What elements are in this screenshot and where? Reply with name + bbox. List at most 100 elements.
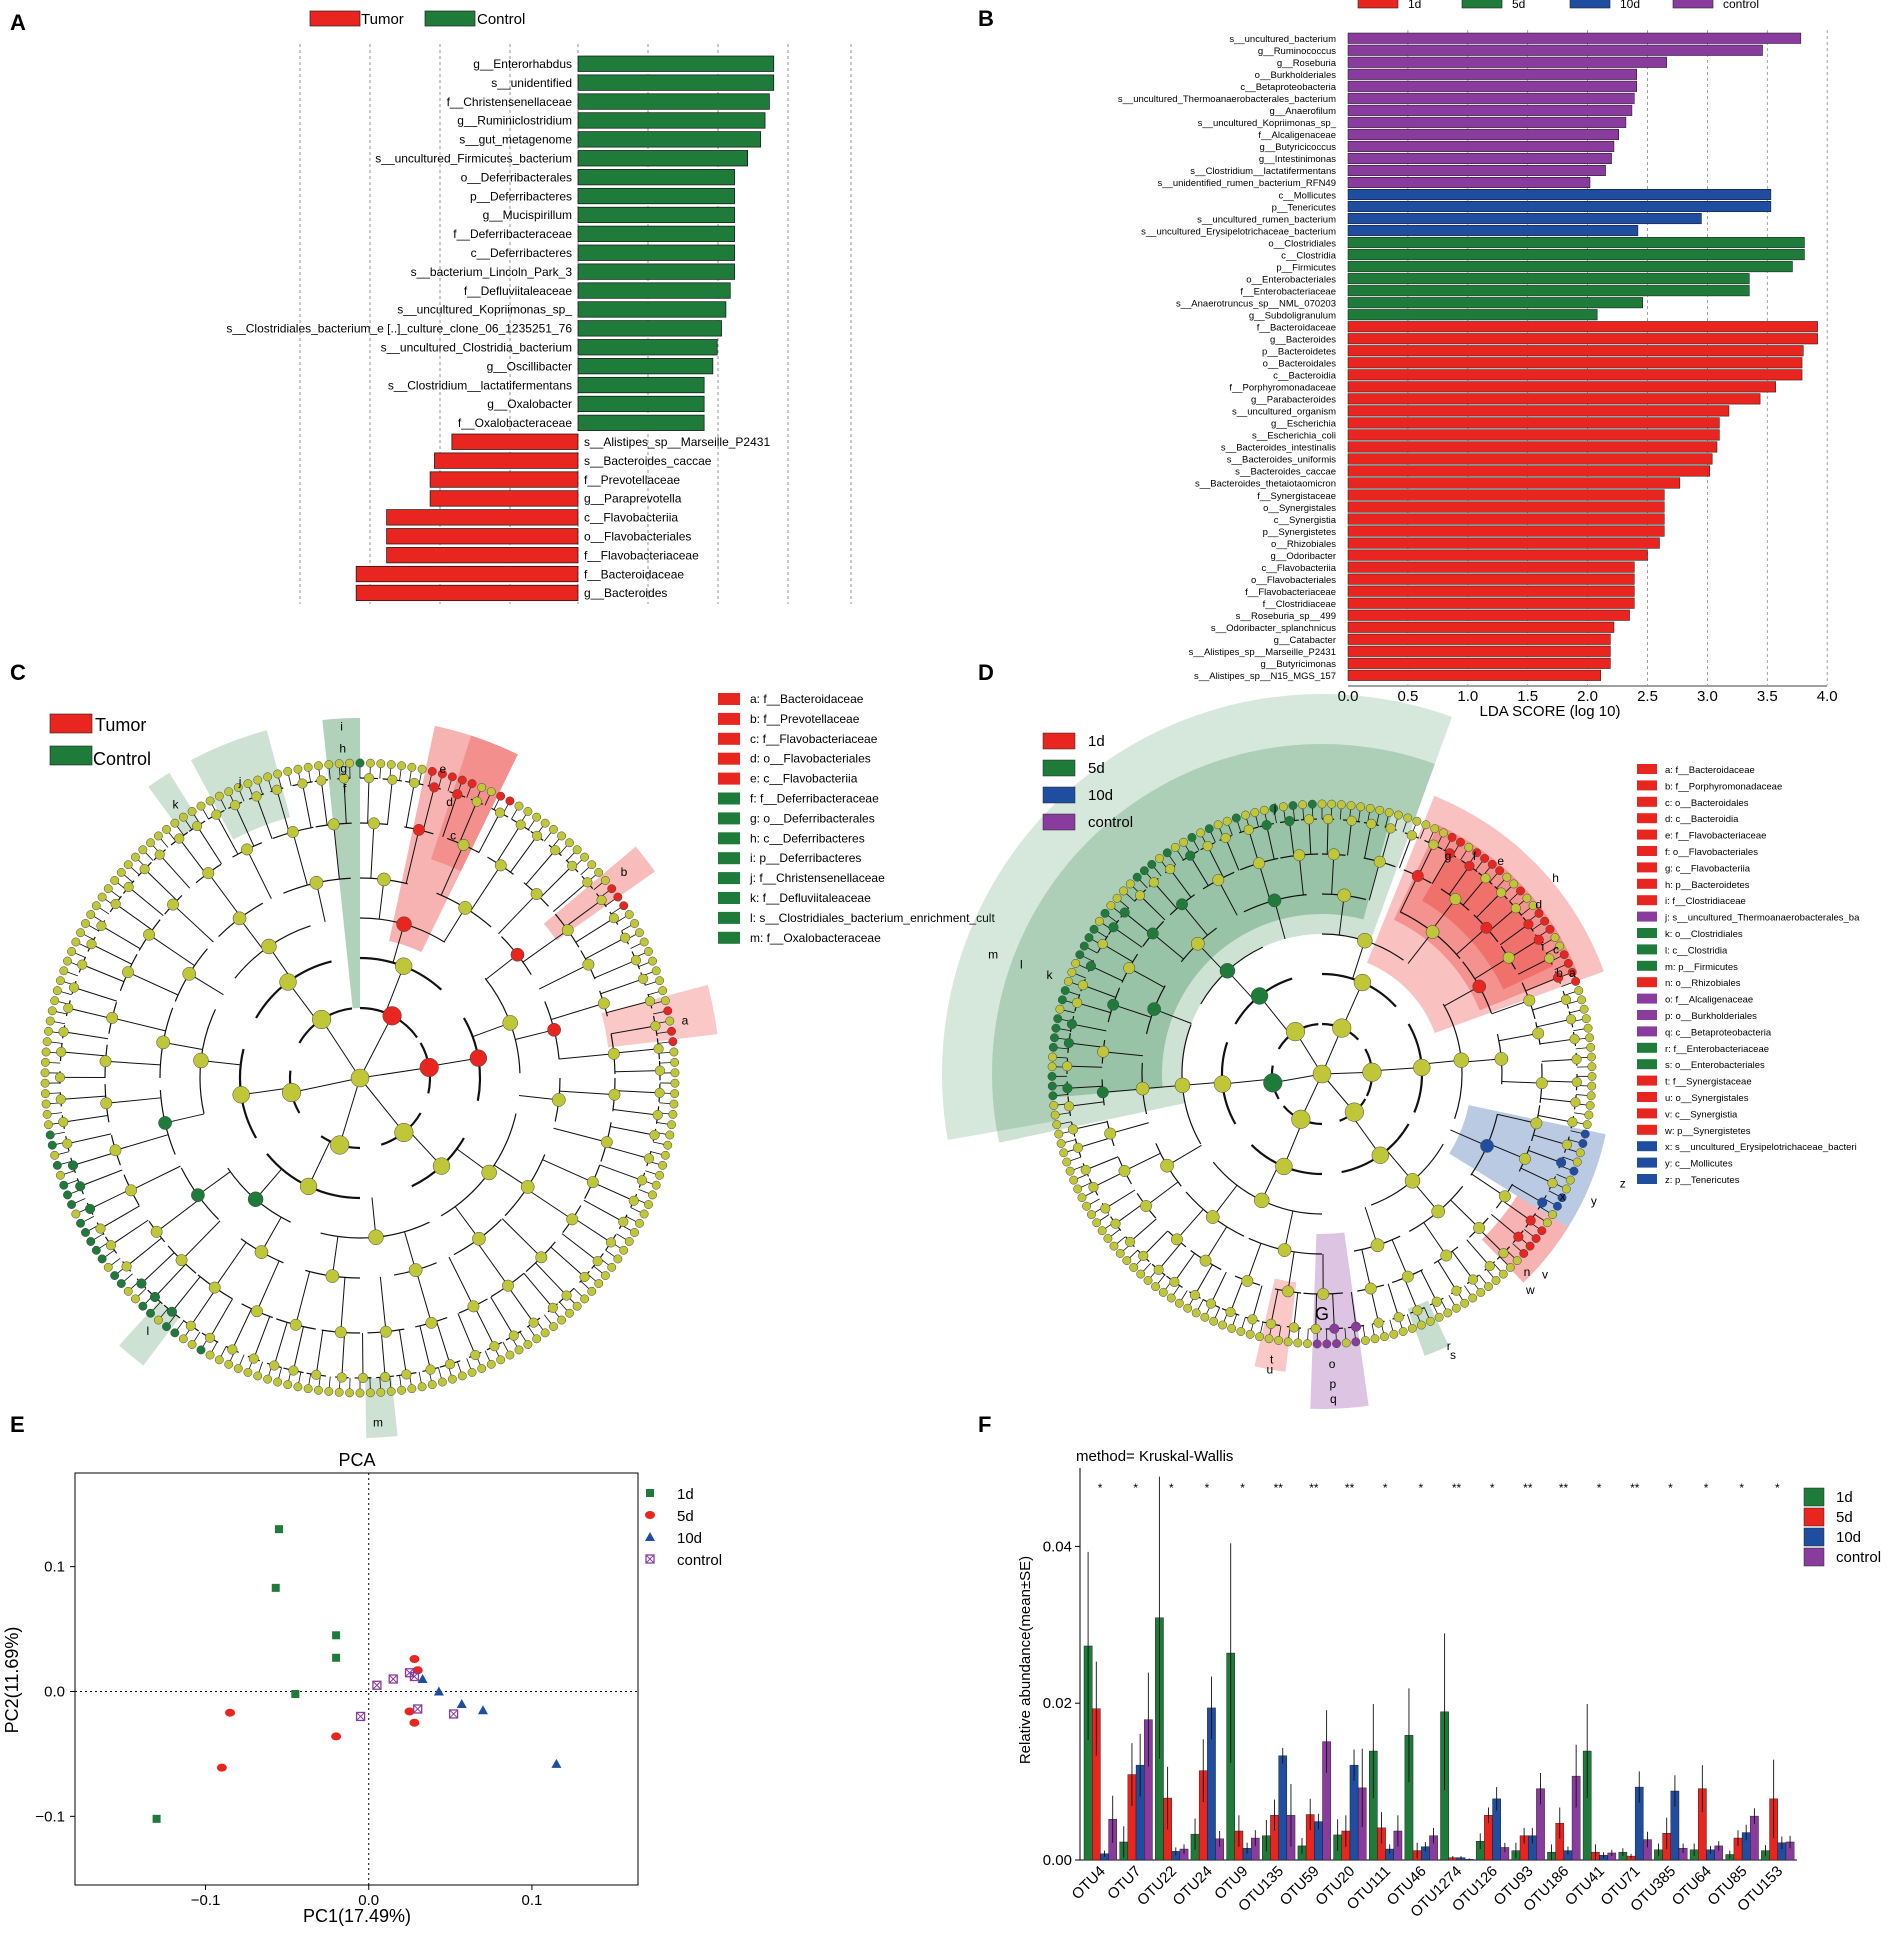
sector-letter: m	[988, 947, 998, 961]
clade-leaf-node	[1067, 967, 1077, 977]
point-control	[355, 1711, 366, 1722]
significance-mark: *	[1775, 1481, 1780, 1495]
point-control-cross	[410, 1672, 419, 1681]
clade-leaf-node	[635, 1218, 644, 1228]
clade-leaf-node	[196, 1345, 206, 1355]
clade-leaf-node	[496, 1355, 506, 1365]
clade-leaf-node	[644, 947, 653, 956]
clade-node	[1285, 1022, 1305, 1042]
clade-leaf-node	[594, 867, 604, 877]
clade-leaf-node	[1227, 1323, 1237, 1333]
clade-leaf-node	[417, 1382, 427, 1392]
chart-title: PCA	[338, 1450, 375, 1470]
clade-node	[547, 1022, 561, 1037]
clade-node	[600, 1136, 613, 1149]
clade-leaf-node	[55, 1170, 65, 1180]
clade-leaf-node	[407, 762, 417, 772]
bar-label: s__uncultured_organism	[1232, 407, 1336, 418]
x-tick-label: 1.0	[1457, 688, 1478, 705]
legend-label-tumor: Tumor	[361, 11, 404, 28]
clade-leaf-node	[619, 1245, 629, 1255]
clade-node	[250, 1305, 263, 1318]
clade-node	[469, 1049, 487, 1067]
bar-tumor	[386, 528, 579, 545]
clade-leaf-node	[486, 787, 496, 797]
highlight-sector-1d	[1481, 1195, 1568, 1283]
bar-label: g__Catabacter	[1274, 635, 1336, 646]
clade-branch	[1145, 1181, 1179, 1207]
sector-letter: l	[1020, 958, 1023, 972]
clade-leaf-node	[660, 996, 670, 1006]
legend-label-control: Control	[93, 749, 151, 769]
clade-branch	[448, 1256, 474, 1307]
clade-node	[1556, 1157, 1567, 1168]
clade-node	[1265, 1318, 1277, 1329]
clade-branch	[234, 805, 255, 847]
clade-leaf-node	[1049, 1100, 1059, 1110]
clade-node	[387, 774, 398, 785]
clade-leaf-node	[1322, 1339, 1332, 1349]
significance-mark: *	[1668, 1481, 1673, 1495]
clade-node	[357, 1372, 369, 1384]
x-tick-label: OTU59	[1277, 1863, 1323, 1909]
bar-control	[1347, 92, 1635, 104]
clade-branch	[100, 1205, 140, 1230]
bar-label: s__uncultured_bacterium	[1229, 34, 1336, 45]
bar-label: f__Porphyromonadaceae	[1229, 383, 1336, 394]
panel-label-e: E	[10, 1412, 25, 1437]
clade-node	[582, 958, 595, 971]
clade-leaf-node	[47, 1140, 57, 1150]
clade-leaf-node	[1346, 801, 1356, 811]
clade-leaf-node	[1565, 1175, 1575, 1185]
clade-branch	[614, 1070, 660, 1073]
bar-1d	[1347, 609, 1630, 621]
clade-leaf-node	[532, 1334, 542, 1344]
clade-leaf-node	[110, 1271, 120, 1281]
clade-branch	[1332, 1293, 1335, 1329]
bar-control	[577, 358, 714, 375]
bar-control	[577, 225, 735, 242]
clade-leaf-node	[376, 759, 386, 769]
clade-leaf-node	[187, 1340, 197, 1349]
bar-label: f__Christensenellaceae	[447, 95, 573, 109]
clade-key-label: e: c__Flavobacteriia	[750, 772, 858, 786]
clade-key-label: k: o__Clostridiales	[1665, 929, 1743, 940]
clade-node	[1125, 1236, 1136, 1247]
significance-mark: **	[1559, 1481, 1569, 1495]
clade-node	[1523, 994, 1536, 1007]
clade-key-label: h: c__Deferribacteres	[750, 831, 865, 845]
bar-label: s__Alistipes_sp__Marseille_P2431	[1189, 647, 1336, 658]
clade-leaf-node	[437, 1377, 447, 1387]
bar-label: s__unidentified_rumen_bacterium_RFN49	[1158, 178, 1337, 189]
clade-leaf-node	[1222, 816, 1232, 826]
clade-leaf-node	[1119, 886, 1128, 896]
clade-leaf-node	[59, 1180, 69, 1190]
clade-node	[1107, 998, 1120, 1011]
clade-key-swatch	[1637, 846, 1657, 856]
clade-node	[63, 1003, 74, 1014]
clade-node	[193, 1052, 209, 1069]
clade-leaf-node	[1587, 1081, 1597, 1091]
clade-node	[561, 924, 574, 937]
panel-a-lda-bars: Tumor Control g__Enterorhabdus s__unidentif…	[226, 10, 852, 604]
clade-branch	[1451, 1250, 1474, 1280]
bar-label: g__Paraprevotella	[584, 492, 682, 506]
clade-leaf-node	[1512, 1256, 1522, 1266]
clade-leaf-node	[76, 928, 85, 938]
clade-node	[1535, 1077, 1548, 1090]
legend-marker-10d	[645, 1532, 655, 1541]
bar-control	[1347, 116, 1627, 128]
sector-letter: o	[1329, 1357, 1336, 1371]
clade-branch	[1207, 845, 1224, 878]
clade-leaf-node	[1278, 802, 1288, 812]
clade-leaf-node	[1077, 1193, 1087, 1203]
bar-label: g__Parabacteroides	[1251, 395, 1336, 406]
clade-leaf-node	[1283, 1337, 1293, 1347]
clade-leaf-node	[660, 1150, 670, 1160]
clade-leaf-node	[123, 860, 133, 870]
clade-key-swatch	[718, 911, 740, 924]
clade-leaf-node	[52, 1160, 62, 1170]
clade-leaf-node	[1483, 1282, 1493, 1292]
clade-branch	[159, 854, 191, 889]
clade-node	[1213, 1075, 1232, 1093]
